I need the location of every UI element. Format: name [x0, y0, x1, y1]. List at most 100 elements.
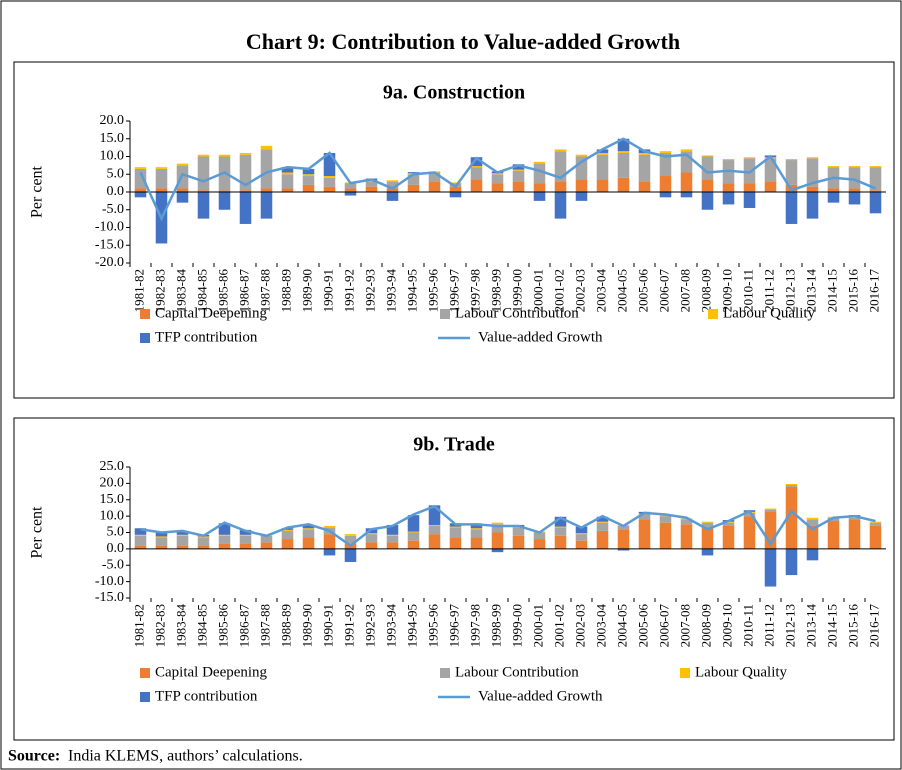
x-tick-label: 1981-82: [131, 269, 146, 312]
bar-segment: [575, 540, 588, 549]
bar-segment: [302, 537, 315, 549]
bar-segment: [155, 545, 168, 549]
x-tick-label: 1996-97: [446, 269, 461, 313]
bar-segment: [281, 529, 294, 531]
bar-segment: [848, 517, 861, 520]
bar-segment: [239, 190, 252, 192]
x-tick-label: 1992-93: [362, 269, 377, 312]
x-tick-label: 1992-93: [362, 604, 377, 647]
bar-segment: [680, 192, 693, 198]
bar-segment: [722, 183, 735, 192]
bar-segment: [764, 548, 777, 587]
bar-segment: [323, 525, 336, 528]
x-tick-label: 1984-85: [194, 604, 209, 647]
bar-segment: [323, 152, 336, 177]
bar-segment: [344, 183, 357, 189]
bar-segment: [743, 512, 756, 517]
bar-segment: [617, 177, 630, 192]
y-tick-label: 25.0: [100, 459, 125, 474]
bar-segment: [449, 527, 462, 538]
bar-segment: [596, 152, 609, 155]
x-tick-label: 2004-05: [614, 604, 629, 647]
x-tick-label: 1987-88: [257, 604, 272, 647]
bar-segment: [848, 519, 861, 549]
x-tick-label: 1999-00: [509, 269, 524, 312]
bar-segment: [302, 174, 315, 177]
bar-segment: [554, 516, 567, 527]
bar-segment: [785, 158, 798, 161]
legend-label: Labour Contribution: [455, 664, 579, 680]
y-tick-label: -10.0: [95, 220, 124, 235]
bar-segment: [680, 149, 693, 152]
bar-segment: [617, 151, 630, 153]
bar-segment: [827, 521, 840, 549]
bar-segment: [323, 548, 336, 556]
bar-segment: [134, 167, 147, 169]
bar-segment: [827, 166, 840, 168]
x-tick-label: 2009-10: [719, 604, 734, 647]
legend-swatch: [680, 668, 690, 678]
bar-segment: [806, 517, 819, 520]
bar-segment: [386, 192, 399, 201]
x-tick-label: 2001-02: [551, 604, 566, 647]
x-tick-label: 2008-09: [698, 269, 713, 312]
x-tick-label: 1985-86: [215, 269, 230, 313]
bar-segment: [533, 161, 546, 164]
bar-segment: [134, 192, 147, 198]
bar-segment: [554, 181, 567, 192]
legend-label: Labour Contribution: [455, 305, 579, 321]
bar-segment: [197, 545, 210, 549]
x-tick-label: 1998-99: [488, 604, 503, 647]
bar-segment: [764, 509, 777, 512]
y-tick-label: -10.0: [95, 574, 124, 589]
bar-segment: [638, 152, 651, 155]
x-tick-label: 1997-98: [467, 269, 482, 312]
bar-segment: [344, 535, 357, 544]
x-tick-label: 2008-09: [698, 604, 713, 647]
y-axis-label: Per cent: [29, 165, 46, 218]
bar-segment: [386, 180, 399, 182]
y-tick-label: -15.0: [95, 237, 124, 252]
bar-segment: [155, 167, 168, 169]
bar-segment: [491, 183, 504, 192]
bar-segment: [512, 164, 525, 170]
bar-segment: [449, 526, 462, 528]
bar-segment: [470, 157, 483, 167]
bar-segment: [701, 155, 714, 157]
bar-segment: [701, 521, 714, 523]
bar-segment: [638, 514, 651, 520]
x-tick-label: 2007-08: [677, 604, 692, 647]
x-tick-label: 2015-16: [845, 269, 860, 313]
bar-segment: [407, 172, 420, 174]
bar-segment: [848, 167, 861, 189]
y-tick-label: -5.0: [102, 557, 124, 572]
bar-segment: [701, 179, 714, 192]
bar-segment: [365, 534, 378, 543]
figure-title: Chart 9: Contribution to Value-added Gro…: [246, 29, 680, 54]
y-tick-label: 20.0: [100, 476, 125, 491]
bar-segment: [596, 149, 609, 153]
bar-segment: [533, 532, 546, 540]
bar-segment: [659, 516, 672, 523]
bar-segment: [407, 174, 420, 185]
value-added-line: [139, 137, 876, 222]
bar-segment: [869, 190, 882, 192]
x-tick-label: 2001-02: [551, 269, 566, 312]
x-tick-label: 2003-04: [593, 604, 608, 648]
bar-segment: [323, 186, 336, 192]
legend-swatch: [140, 692, 150, 702]
bar-segment: [302, 184, 315, 192]
bar-segment: [806, 548, 819, 561]
legend-swatch: [140, 668, 150, 678]
bar-segment: [512, 181, 525, 192]
bar-segment: [302, 168, 315, 175]
bar-segment: [239, 534, 252, 536]
bar-segment: [512, 535, 525, 549]
x-tick-label: 1995-96: [425, 269, 440, 313]
x-tick-label: 1994-95: [404, 269, 419, 312]
x-tick-label: 2012-13: [782, 269, 797, 312]
bar-segment: [827, 188, 840, 192]
bar-segment: [659, 151, 672, 153]
